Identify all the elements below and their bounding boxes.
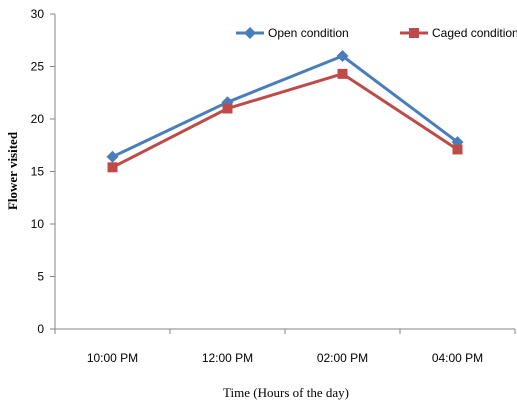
x-axis-title: Time (Hours of the day) bbox=[223, 385, 349, 400]
data-point bbox=[452, 144, 463, 155]
legend: Open condition Caged condition bbox=[236, 26, 517, 40]
x-tick-label: 10:00 PM bbox=[87, 351, 138, 365]
data-point bbox=[336, 50, 349, 62]
y-tick-label: 5 bbox=[37, 270, 44, 284]
data-point bbox=[222, 103, 233, 114]
data-point bbox=[106, 150, 119, 163]
legend-label-open: Open condition bbox=[268, 26, 349, 40]
legend-item-open: Open condition bbox=[236, 26, 349, 40]
data-point bbox=[337, 68, 348, 79]
x-tick-label: 12:00 PM bbox=[202, 351, 253, 365]
y-tick-label: 25 bbox=[31, 60, 45, 74]
legend-item-caged: Caged condition bbox=[400, 26, 517, 40]
series-line bbox=[111, 54, 459, 159]
y-tick-label: 15 bbox=[31, 165, 45, 179]
legend-marker-open bbox=[244, 27, 256, 39]
y-axis-title: Flower visited bbox=[5, 131, 20, 210]
y-tick-label: 10 bbox=[31, 217, 45, 231]
y-tick-label: 0 bbox=[37, 322, 44, 336]
series-open bbox=[106, 50, 464, 163]
legend-marker-caged bbox=[409, 28, 419, 38]
y-ticks: 0 5 10 15 20 25 30 bbox=[31, 7, 55, 336]
y-tick-label: 30 bbox=[31, 7, 45, 21]
x-tick-label: 04:00 PM bbox=[432, 351, 483, 365]
y-tick-label: 20 bbox=[31, 112, 45, 126]
series-group bbox=[106, 50, 464, 173]
series-line bbox=[111, 72, 459, 169]
axes bbox=[54, 14, 515, 330]
legend-label-caged: Caged condition bbox=[432, 26, 517, 40]
series-caged bbox=[107, 68, 463, 173]
data-point bbox=[107, 162, 118, 173]
x-tick-label: 02:00 PM bbox=[317, 351, 368, 365]
x-ticks: 10:00 PM 12:00 PM 02:00 PM 04:00 PM bbox=[54, 329, 516, 365]
